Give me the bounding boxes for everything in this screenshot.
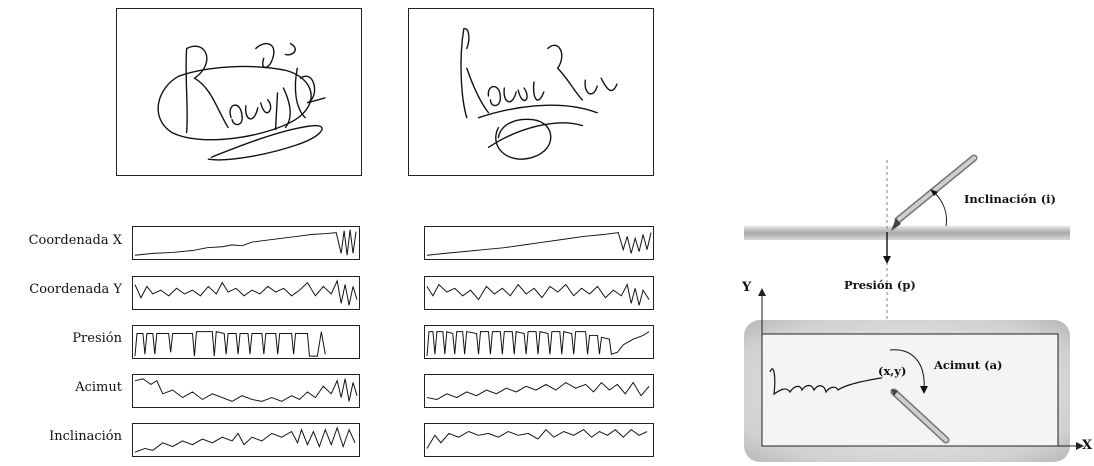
signal-strip-y-1 [132,276,360,310]
pen-tablet-diagram: Inclinación (i) Presión (p) Y X (x,y) Ac… [720,140,1094,462]
handwriting-trace [769,368,883,396]
pen-side-view [891,154,978,231]
inclination-label: Inclinación (i) [964,192,1056,206]
signal-strip-azimuth-2 [424,374,654,408]
signal-strip-inclination-1 [132,423,360,457]
signal-strip-inclination-2 [424,423,654,457]
signal-strip-x-2 [424,226,654,260]
handwritten-signature-2 [460,27,618,160]
tablet-side-view [744,226,1070,240]
signal-strip-pressure-2 [424,325,654,359]
signature-image-1 [116,8,362,176]
y-axis-label: Y [742,280,752,295]
signal-label-x: Coordenada X [28,233,122,248]
signal-strip-pressure-1 [132,325,360,359]
signal-label-inclination: Inclinación [49,429,122,444]
azimuth-label: Acimut (a) [934,358,1003,372]
pressure-label: Presión (p) [844,278,916,292]
signal-strip-azimuth-1 [132,374,360,408]
pen-tablet-illustration [744,154,1084,462]
signal-strip-x-1 [132,226,360,260]
signature-image-2 [408,8,654,176]
signal-label-azimuth: Acimut [75,380,122,395]
xy-label: (x,y) [878,364,907,378]
handwritten-signature-1 [157,42,326,161]
signal-label-pressure: Presión [72,331,122,346]
signal-strip-y-2 [424,276,654,310]
x-axis-label: X [1082,438,1093,453]
pen-top-view [890,388,950,444]
signal-label-y: Coordenada Y [29,282,122,297]
